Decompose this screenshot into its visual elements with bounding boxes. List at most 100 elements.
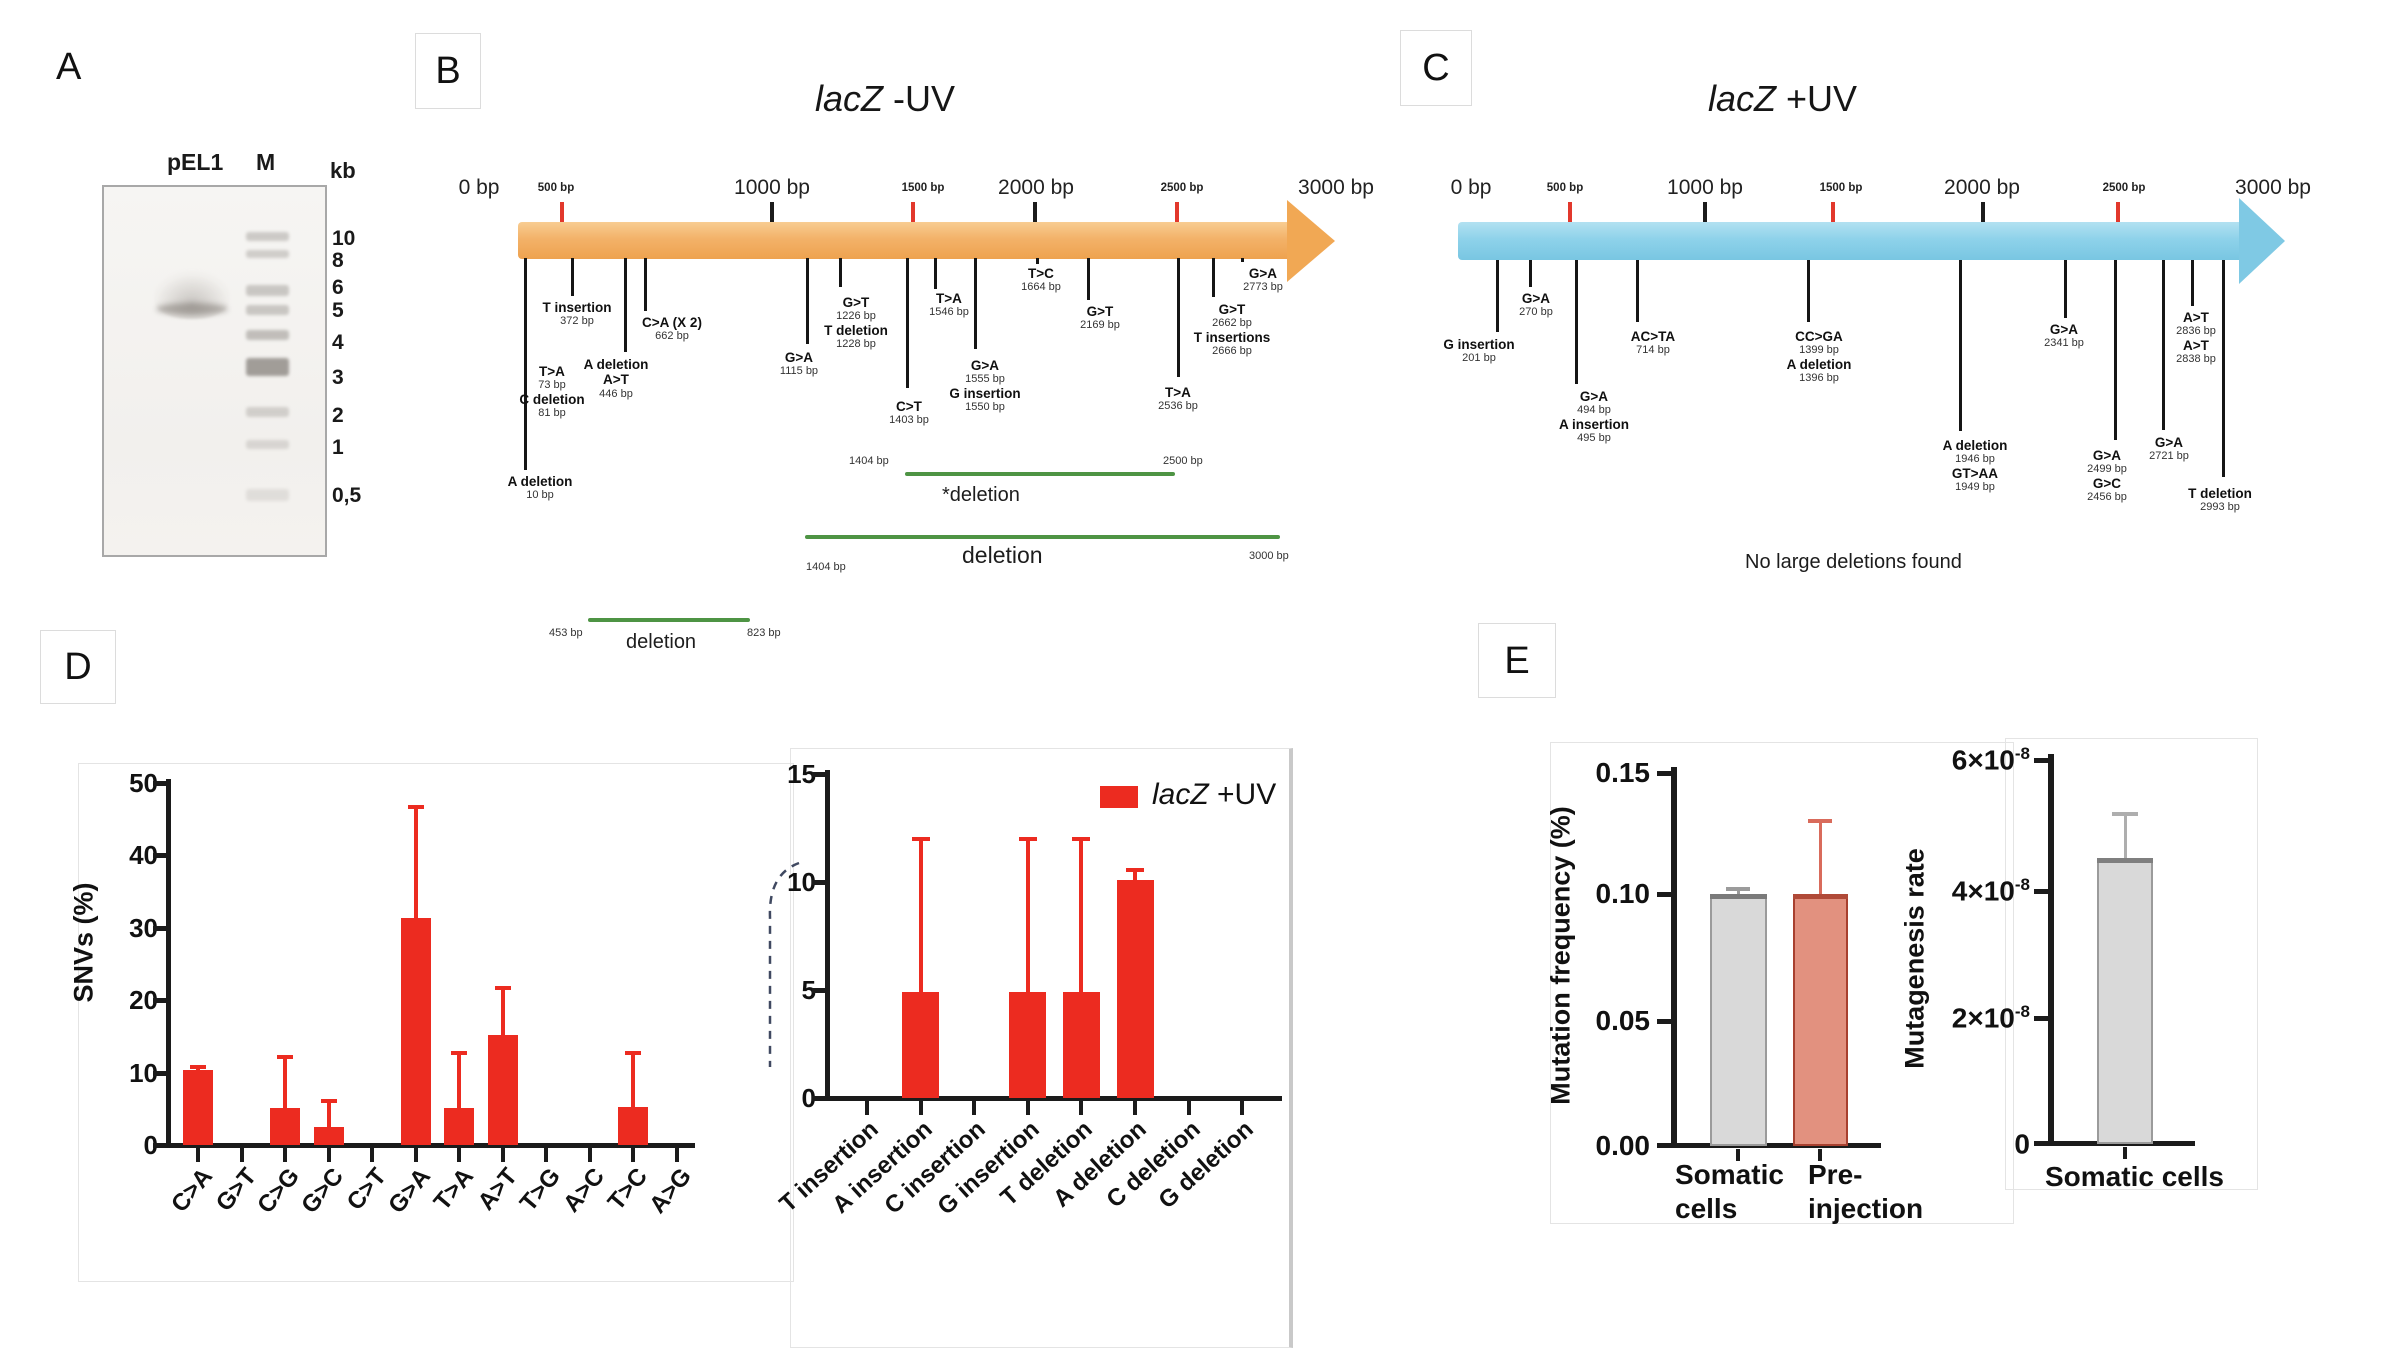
scale-label: 2000 bp: [1944, 176, 2020, 199]
deletion-bp-label: 823 bp: [747, 627, 781, 639]
mutation-label: A deletion 10 bp: [455, 474, 625, 502]
chart-mutfreq-y-axis: [1671, 767, 1677, 1148]
scale-tick-red: [1568, 202, 1572, 222]
gel-band-pel1: [154, 267, 230, 319]
dashed-brace-mark: [768, 861, 800, 1067]
chart-mutrate-ytick-3: 6×10-8: [1951, 744, 2030, 776]
x-tick-mark: [283, 1148, 287, 1162]
y-tick-label: 0: [801, 1083, 816, 1113]
mutation-label: G>A 2341 bp: [1979, 322, 2149, 350]
gel-ladder-value: 3: [332, 366, 344, 389]
gel-marker-band: [246, 305, 289, 315]
x-tick-mark: [972, 1101, 977, 1115]
mutation-stem: [1636, 260, 1639, 322]
bar-top-cap: [1792, 894, 1848, 899]
mutation-type: A>T: [2183, 310, 2209, 325]
mutation-position: 1664 bp: [1021, 281, 1061, 294]
bar: [270, 1108, 300, 1145]
map-b-title-condition: -UV: [883, 78, 956, 119]
y-tick-mark: [812, 1096, 825, 1101]
mutation-label: G>T 2169 bp: [1015, 304, 1185, 332]
mutation-position: 1399 bp: [1799, 344, 1839, 357]
chart-mutfreq-cat-somatic: Somatic cells: [1675, 1159, 1784, 1225]
scale-label: 2500 bp: [2102, 182, 2146, 194]
gel-ladder-value: 4: [332, 331, 344, 354]
mutation-type: G insertion: [1443, 337, 1515, 352]
mutation-type: G>A: [784, 350, 814, 365]
bar: [1009, 992, 1047, 1098]
x-tick-mark: [587, 1148, 592, 1162]
mutation-position: 73 bp: [538, 379, 566, 392]
mutation-type: A deletion: [1942, 438, 2008, 453]
scale-tick-red: [560, 202, 564, 222]
mutation-position: 2499 bp: [2087, 463, 2127, 476]
mutation-label: G>A 2499 bp G>C 2456 bp: [2022, 448, 2192, 504]
mutation-position: 2838 bp: [2176, 353, 2216, 366]
chart-mutrate-ytick-mark: [2034, 889, 2048, 894]
mutation-label: G>A 2773 bp: [1178, 266, 1348, 294]
mutation-stem: [571, 258, 574, 296]
bar: [1792, 894, 1848, 1146]
x-tick-mark: [2123, 1147, 2127, 1159]
mutation-position: 1115 bp: [779, 365, 819, 378]
panel-label-c-box: C: [1400, 30, 1472, 106]
y-tick-mark: [153, 1143, 166, 1148]
mutation-position: 494 bp: [1577, 404, 1611, 417]
mutation-position: 1555 bp: [965, 373, 1005, 386]
mutation-label: G>A 1115 bp: [714, 350, 884, 378]
chart-indels-x-axis: [825, 1096, 1282, 1101]
x-tick-mark: [370, 1148, 374, 1162]
error-bar-cap: [1126, 867, 1144, 872]
mutation-type: T>A: [1165, 385, 1191, 400]
mutation-stem: [1496, 260, 1499, 332]
mutation-type: A>T: [2183, 337, 2209, 353]
chart-mutfreq-ytick-0: 0.00: [1595, 1130, 1651, 1161]
bar: [1062, 992, 1100, 1098]
scale-label: 0 bp: [1450, 176, 1492, 199]
gel-marker-band: [246, 489, 289, 501]
error-bar-cap: [2112, 811, 2138, 816]
chart-indels-y-axis: [825, 770, 830, 1101]
mutation-type: C deletion: [519, 391, 585, 407]
gel-marker-band: [246, 330, 289, 340]
scale-label: 1000 bp: [1667, 176, 1743, 199]
deletion-span-line: [805, 535, 1280, 539]
gel-ladder-value: 1: [332, 436, 344, 459]
mutation-label: G>T 2662 bp T insertions 2666 bp: [1147, 302, 1317, 358]
error-bar-cap: [1808, 819, 1832, 824]
bar-top-cap: [1709, 894, 1767, 899]
chart-mutrate-y-axis-label: Mutagenesis rate: [1899, 848, 1930, 1069]
panel-label-d-box: D: [40, 630, 116, 704]
scale-tick-black: [1703, 202, 1707, 222]
gel-marker-band: [246, 440, 289, 449]
gel-lane-label-m: M: [256, 149, 276, 175]
mutation-position: 2662 bp: [1212, 317, 1252, 330]
mutation-stem: [2162, 260, 2165, 430]
y-tick-mark: [153, 853, 166, 859]
mutation-position: 1550 bp: [965, 401, 1005, 414]
y-tick-label: 15: [787, 759, 816, 789]
deletion-bp-label: 1404 bp: [849, 455, 889, 467]
mutation-type: T deletion: [2188, 486, 2252, 501]
error-bar-cap: [190, 1064, 206, 1069]
mutation-position: 1396 bp: [1799, 372, 1839, 385]
mutation-type: T insertion: [542, 300, 612, 315]
bar: [902, 992, 940, 1098]
deletion-bp-label: 3000 bp: [1249, 550, 1289, 562]
scale-label: 3000 bp: [1298, 176, 1374, 199]
scale-label: 2000 bp: [998, 176, 1074, 199]
scale-tick-red: [911, 202, 915, 222]
mutation-label: T>A 2536 bp: [1093, 385, 1263, 413]
map-c-title: lacZ +UV: [1708, 78, 1857, 120]
deletion-bp-label: 2500 bp: [1163, 455, 1203, 467]
mutation-label: T insertion 372 bp: [492, 300, 662, 328]
mutation-type: T insertions: [1193, 329, 1271, 345]
mutation-label: C>A (X 2) 662 bp: [587, 315, 757, 343]
mutation-type: T deletion: [824, 322, 888, 338]
map-b-title-gene: lacZ: [815, 78, 884, 119]
mutation-position: 2536 bp: [1158, 400, 1198, 413]
error-bar-line: [413, 806, 418, 919]
chart-mutrate-ytick-mark: [2034, 1141, 2048, 1146]
mutation-type: T>C: [1028, 266, 1054, 281]
